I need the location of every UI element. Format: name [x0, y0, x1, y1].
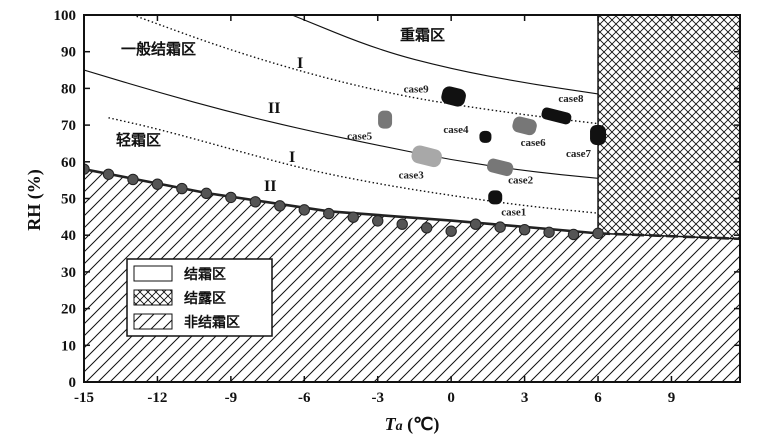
- y-tick-label: 30: [61, 265, 76, 281]
- boundary-point: [567, 228, 580, 241]
- x-tick-label: 9: [668, 390, 676, 406]
- case-marker: [441, 86, 466, 107]
- legend-label-dew: 结露区: [184, 290, 226, 307]
- label-general-frost: 一般结霜区: [121, 40, 196, 58]
- legend-swatch-frost: [133, 265, 173, 282]
- y-tick-label: 60: [61, 155, 76, 171]
- legend-label-nonfrost: 非结霜区: [184, 314, 240, 331]
- label-roman-2: II: [268, 100, 280, 117]
- boundary-point: [592, 227, 604, 240]
- case-marker: [512, 116, 537, 136]
- curve-2: [132, 15, 599, 125]
- case-marker: [541, 107, 572, 125]
- boundary-point: [298, 204, 310, 216]
- boundary-point: [323, 207, 335, 220]
- case-label: case6: [521, 137, 547, 149]
- boundary-point: [469, 218, 482, 230]
- case-marker: [479, 130, 492, 143]
- x-tick-label: -3: [371, 390, 384, 406]
- case-label: case4: [443, 124, 469, 136]
- x-axis-title-main: T: [385, 414, 397, 434]
- y-tick-label: 90: [61, 45, 76, 61]
- x-axis-title-unit: (℃): [403, 414, 440, 435]
- case-label: case3: [399, 169, 425, 181]
- y-tick-label: 50: [61, 192, 76, 208]
- boundary-point: [200, 187, 213, 200]
- case-marker: [378, 110, 393, 129]
- label-roman-4: II: [264, 178, 276, 195]
- case-label: case1: [501, 206, 526, 218]
- boundary-point: [274, 200, 286, 212]
- boundary-point: [102, 168, 115, 180]
- y-tick-label: 0: [69, 375, 77, 391]
- x-tick-label: -12: [147, 390, 167, 406]
- y-tick-label: 40: [61, 228, 76, 244]
- boundary-extension: [597, 232, 740, 241]
- x-axis-title: Ta (℃): [385, 414, 440, 435]
- boundary-point: [127, 173, 139, 186]
- y-tick-label: 70: [61, 118, 76, 134]
- boundary-point: [176, 182, 188, 195]
- curve-4: [108, 117, 599, 214]
- y-tick-label: 100: [54, 8, 77, 24]
- label-light-frost: 轻霜区: [116, 131, 161, 149]
- case-marker: [590, 125, 607, 146]
- x-tick-label: -15: [74, 390, 94, 406]
- boundary-point: [347, 211, 359, 223]
- y-tick-label: 80: [61, 81, 76, 97]
- label-heavy-frost: 重霜区: [400, 26, 445, 44]
- label-roman-1: I: [297, 55, 303, 72]
- boundary-point: [518, 223, 531, 236]
- x-tick-label: 0: [447, 390, 455, 406]
- x-tick-label: 3: [521, 390, 529, 406]
- legend-swatch-dew: [133, 289, 173, 306]
- boundary-point: [420, 222, 433, 234]
- boundary-point: [396, 218, 408, 230]
- case-label: case7: [566, 148, 592, 160]
- region-labels: 重霜区 一般结霜区 轻霜区 I II I II: [116, 26, 445, 195]
- curve-1: [291, 15, 599, 95]
- legend-label-frost: 结霜区: [184, 266, 226, 283]
- y-tick-label: 10: [61, 338, 76, 354]
- dew-region: [597, 15, 740, 240]
- legend-swatch-nonfrost: [133, 313, 173, 330]
- boundary-point: [372, 215, 384, 227]
- y-axis-title: RH (%): [24, 169, 45, 231]
- boundary-point: [225, 191, 237, 204]
- case-marker: [488, 190, 503, 205]
- label-roman-3: I: [289, 149, 295, 166]
- case-label: case8: [558, 93, 584, 105]
- boundary-point: [249, 196, 262, 208]
- case-marker: [487, 158, 514, 177]
- x-tick-label: -6: [298, 390, 311, 406]
- boundary-point: [494, 221, 506, 233]
- boundary-point: [151, 178, 164, 190]
- case-label: case5: [347, 131, 373, 143]
- x-tick-label: 6: [594, 390, 602, 406]
- boundary-point: [543, 226, 555, 238]
- x-axis-title-sub: a: [396, 419, 403, 434]
- case-label: case2: [508, 174, 534, 186]
- y-tick-label: 20: [61, 302, 76, 318]
- x-tick-label: -9: [225, 390, 238, 406]
- legend: 结霜区 结露区 非结霜区: [126, 258, 273, 337]
- case-marker: [411, 145, 442, 168]
- boundary-point: [445, 225, 457, 237]
- case-label: case9: [404, 83, 430, 95]
